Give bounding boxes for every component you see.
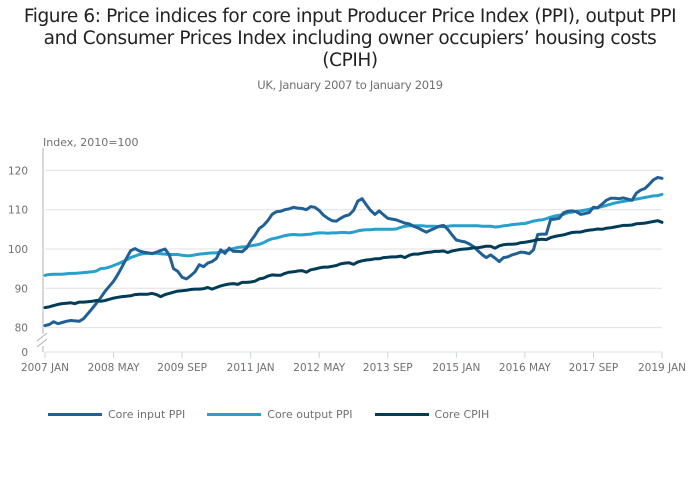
chart-title-line-1: Figure 6: Price indices for core input P… <box>23 6 677 27</box>
x-tick-label: 2019 JAN <box>638 362 686 374</box>
chart-title: Figure 6: Price indices for core input P… <box>0 6 700 72</box>
axis-break-mark <box>36 332 48 342</box>
y-tick-label: 100 <box>8 244 28 256</box>
legend-label: Core CPIH <box>434 408 490 421</box>
y-tick-label: 90 <box>15 283 28 295</box>
chart-subtitle: UK, January 2007 to January 2019 <box>257 78 443 92</box>
x-tick-label: 2012 MAY <box>293 362 345 374</box>
chart-title-line-3: (CPIH) <box>322 50 378 71</box>
tick-labels: 0 80 90 100 110 120 Index, 2010=100 2007 JAN 200… <box>8 136 686 374</box>
y-tick-label: 110 <box>8 205 28 217</box>
x-tick-label: 2007 JAN <box>21 362 69 374</box>
x-tick-label: 2017 SEP <box>569 362 619 374</box>
legend-label: Core output PPI <box>267 408 353 421</box>
legend-item-core-input-ppi[interactable]: Core input PPI <box>48 408 185 421</box>
axes <box>36 148 663 358</box>
x-tick-label: 2016 MAY <box>499 362 551 374</box>
legend-swatch-core-output-ppi <box>207 413 262 416</box>
axis-break-mark <box>36 338 48 348</box>
legend-label: Core input PPI <box>108 408 186 421</box>
x-tick-label: 2013 SEP <box>363 362 413 374</box>
y-tick-label: 0 <box>21 347 28 359</box>
y-axis-label: Index, 2010=100 <box>43 136 138 149</box>
legend-item-core-cpih[interactable]: Core CPIH <box>374 408 490 421</box>
legend: Core input PPI Core output PPI Core CPIH <box>48 408 511 421</box>
axis-break-mask <box>37 334 49 346</box>
y-tick-label: 80 <box>15 323 28 335</box>
legend-swatch-core-input-ppi <box>48 413 102 416</box>
series-lines <box>43 176 664 328</box>
x-tick-label: 2011 JAN <box>227 362 275 374</box>
y-tick-label: 120 <box>8 165 28 177</box>
chart-title-line-2: and Consumer Prices Index including owne… <box>43 28 657 49</box>
x-tick-label: 2008 MAY <box>88 362 140 374</box>
x-tick-label: 2009 SEP <box>157 362 207 374</box>
series-line-core-input-ppi <box>43 176 664 328</box>
legend-swatch-core-cpih <box>374 413 429 416</box>
series-line-core-cpih <box>43 219 664 310</box>
legend-item-core-output-ppi[interactable]: Core output PPI <box>207 408 353 421</box>
x-tick-label: 2015 JAN <box>432 362 480 374</box>
